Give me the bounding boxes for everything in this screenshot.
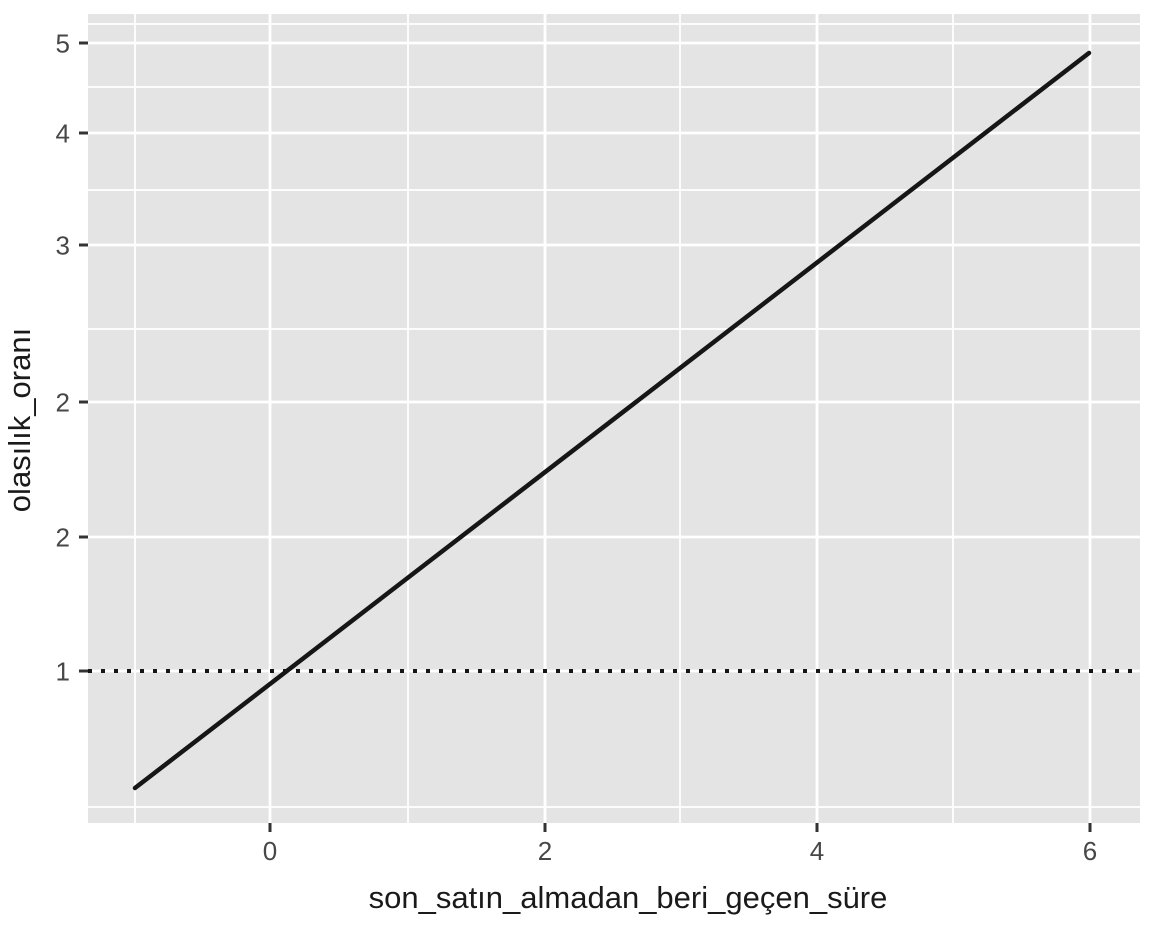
x-tick-label: 0 [263, 836, 277, 866]
y-tick-label: 1 [56, 656, 70, 686]
y-axis-tick-marks [79, 41, 88, 673]
x-tick-label: 6 [1083, 836, 1097, 866]
y-tick-label: 2 [56, 387, 70, 417]
x-axis-tick-marks [268, 823, 1092, 832]
x-tick-label: 2 [538, 836, 552, 866]
x-tick-label: 4 [810, 836, 824, 866]
y-tick-label: 2 [56, 522, 70, 552]
y-axis-title: olasılık_oranı [2, 328, 37, 512]
trend-line [132, 50, 1092, 791]
grid-major [88, 14, 1140, 823]
y-axis-tick-labels: 5 4 3 2 2 1 [56, 28, 70, 686]
x-axis-tick-labels: 0 2 4 6 [263, 836, 1097, 866]
y-tick-label: 3 [56, 230, 70, 260]
grid-minor [88, 14, 1140, 823]
y-tick-label: 5 [56, 28, 70, 58]
y-tick-label: 4 [56, 118, 70, 148]
x-axis-title: son_satın_almadan_beri_geçen_süre [369, 880, 888, 915]
